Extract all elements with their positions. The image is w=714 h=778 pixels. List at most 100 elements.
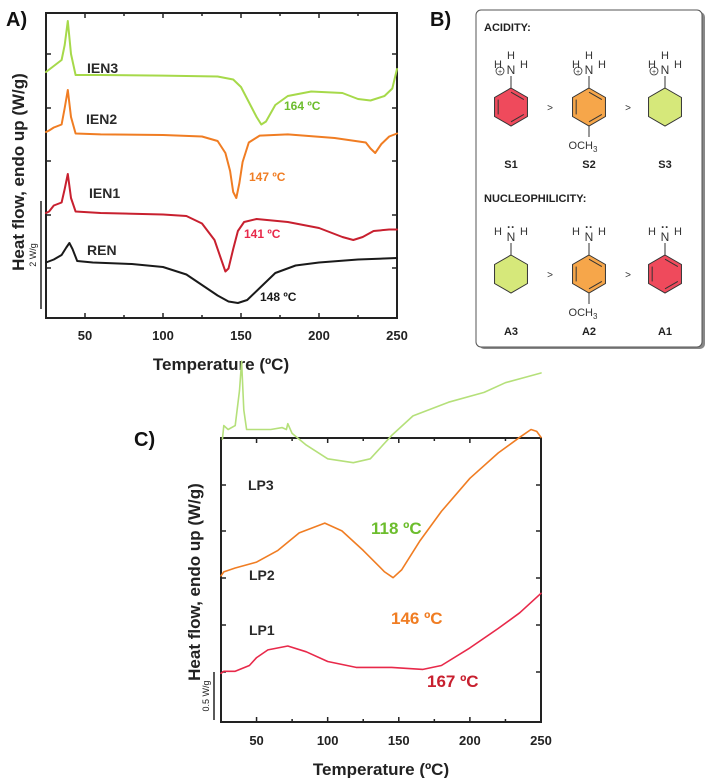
nucleophilicity-heading: NUCLEOPHILICITY: [484,193,586,205]
plus-sign: + [498,69,502,76]
lone-pair-icon: ·· [661,220,669,234]
hydrogen-atom: H [494,59,502,71]
compound-label-a1: A1 [658,326,672,338]
double-bond [588,91,603,101]
x-tick-label: 100 [152,328,174,343]
hydrogen-atom: H [572,59,580,71]
cyclohexane-ring [648,87,682,127]
greater-than-sign: > [625,103,631,114]
positive-charge-icon [649,66,659,76]
double-bond [510,113,525,123]
panel-c: C) 50 100 150 200 250 Temperature (ºC) Heat … [134,360,552,778]
cyclohexane-ring [494,254,528,294]
double-bond [510,91,525,101]
double-bond [664,280,679,290]
hydrogen-atom: H [598,226,606,238]
hydrogen-atom: H [648,226,656,238]
methoxy-group: OCH3 [569,307,598,321]
panel-c-frame [220,437,542,723]
plus-sign: + [576,69,580,76]
panel-c-x-tick-labels: 50 100 150 200 250 [249,733,552,748]
series-line-ien2 [45,89,398,199]
panel-c-label: C) [134,429,155,451]
double-bond [588,280,603,290]
positive-charge-icon [495,66,505,76]
peak-annotation-lp3: 118 ºC [371,519,422,538]
panel-a-frame [45,12,398,319]
series-label-ien3: IEN3 [87,60,118,76]
greater-than-sign: > [547,270,553,281]
panel-c-series [220,360,542,675]
hydrogen-atom: H [520,59,528,71]
peak-annotation-ren: 148 ºC [260,290,297,304]
panel-a-scale-bar-label: 2 W/g [28,243,38,267]
acidity-heading: ACIDITY: [484,22,531,34]
nitrogen-atom: N [661,63,670,77]
molecule-s1: NH HH+S1 [494,50,528,171]
nitrogen-atom: N [507,230,516,244]
series-line-lp2 [220,428,542,579]
panel-b: B) ACIDITY: NUCLEOPHILICITY: NH HH+S1>NH H… [430,9,705,349]
compound-label-a2: A2 [582,326,596,338]
hydrogen-atom: H [648,59,656,71]
hydrogen-atom: H [674,59,682,71]
x-tick-label: 150 [388,733,410,748]
molecule-a3: NH H ·· A3 [494,220,528,338]
molecule-a2: NH H ·· OCH3 A2 [569,220,606,338]
x-tick-label: 50 [78,328,92,343]
compound-label-s3: S3 [658,159,671,171]
panel-c-x-axis-label: Temperature (ºC) [313,760,449,778]
panel-a: A) 50 100 150 200 250 Temperature (ºC) Heat … [6,9,408,374]
hydrogen-atom: H [661,50,669,62]
plus-sign: + [652,69,656,76]
panel-c-y-axis-label: Heat flow, endo up (W/g) [185,483,204,681]
nitrogen-atom: N [507,63,516,77]
lone-pair-icon: ·· [507,220,515,234]
hydrogen-atom: H [598,59,606,71]
panel-a-y-axis-label: Heat flow, endo up (W/g) [9,73,28,271]
nitrogen-atom: N [661,230,670,244]
hydrogen-atom: H [494,226,502,238]
x-tick-label: 150 [230,328,252,343]
panel-a-x-tick-labels: 50 100 150 200 250 [78,328,408,343]
double-bond [664,258,679,268]
nitrogen-atom: N [585,230,594,244]
peak-annotation-lp2: 146 ºC [391,609,443,628]
positive-charge-icon [573,66,583,76]
hydrogen-atom: H [585,50,593,62]
double-bond [588,258,603,268]
panel-c-ticks [220,438,542,722]
greater-than-sign: > [625,270,631,281]
series-line-ren [45,242,398,304]
lone-pair-icon: ·· [585,220,593,234]
hydrogen-atom: H [507,50,515,62]
series-label-ien2: IEN2 [86,111,117,127]
x-tick-label: 100 [317,733,339,748]
panel-c-series-labels: LP3 118 ºC LP2 146 ºC LP1 167 ºC [248,477,479,691]
series-label-ien1: IEN1 [89,185,120,201]
panel-a-x-axis-label: Temperature (ºC) [153,355,289,374]
hydrogen-atom: H [572,226,580,238]
peak-annotation-ien2: 147 ºC [249,170,286,184]
series-line-ien1 [45,173,398,273]
panel-a-label: A) [6,9,27,31]
series-label-lp2: LP2 [249,567,275,583]
panel-b-label: B) [430,9,451,31]
x-tick-label: 200 [308,328,330,343]
series-label-ren: REN [87,242,117,258]
series-label-lp1: LP1 [249,622,275,638]
x-tick-label: 50 [249,733,263,748]
panel-b-box [475,9,703,348]
peak-annotation-ien3: 164 ºC [284,99,321,113]
series-line-lp1 [220,592,542,675]
series-label-lp3: LP3 [248,477,274,493]
compound-label-s1: S1 [504,159,517,171]
panel-a-ticks [45,13,398,318]
peak-annotation-lp1: 167 ºC [427,672,479,691]
molecule-a1: NH H ·· A1 [648,220,682,338]
x-tick-label: 250 [530,733,552,748]
panel-c-scale-bar-label: 0.5 W/g [201,680,211,711]
